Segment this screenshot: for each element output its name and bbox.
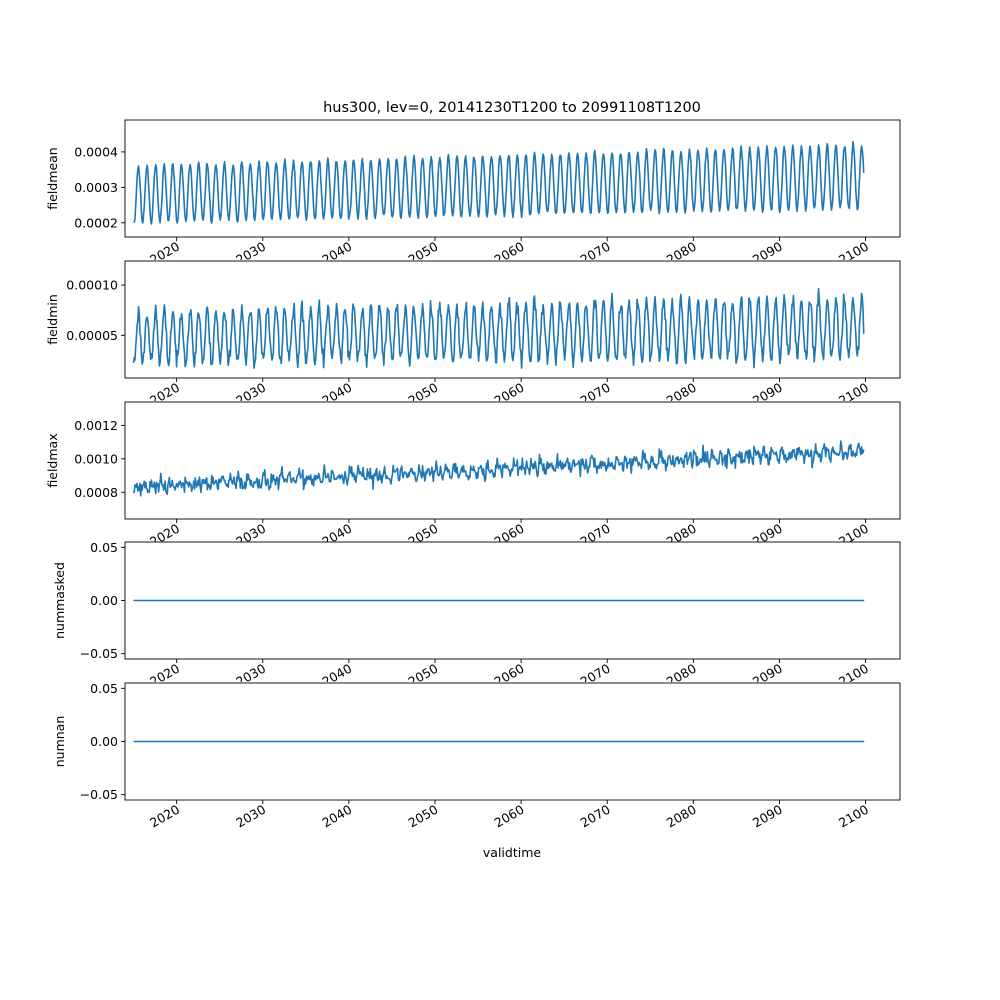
y-tick-label: 0.0012 (74, 418, 118, 433)
plot-frame (124, 119, 901, 238)
series-line-fieldmin (132, 287, 865, 369)
y-tick-label: 0.0010 (74, 451, 118, 466)
y-tick-label: 0.00005 (66, 328, 118, 343)
plot-frame (124, 401, 901, 520)
y-tick-label: −0.05 (80, 787, 118, 802)
y-tick-label: −0.05 (80, 646, 118, 661)
series-line-fieldmax (132, 440, 865, 497)
y-tick-label: 0.00010 (66, 278, 118, 293)
y-tick-label: 0.05 (90, 540, 118, 555)
y-tick-label: 0.0003 (74, 180, 118, 195)
x-axis-label: validtime (483, 845, 541, 860)
y-tick-label: 0.05 (90, 681, 118, 696)
y-tick-label: 0.00 (90, 593, 118, 608)
y-axis-label: numnan (52, 716, 67, 768)
figure-title: hus300, lev=0, 20141230T1200 to 20991108… (323, 100, 701, 116)
plot-frame (124, 260, 901, 379)
y-tick-label: 0.00 (90, 734, 118, 749)
y-axis-label: nummasked (52, 562, 67, 639)
y-axis-label: fieldmax (45, 433, 60, 487)
y-tick-label: 0.0002 (74, 215, 118, 230)
y-axis-label: fieldmin (45, 294, 60, 345)
series-line-fieldmean (133, 140, 865, 225)
y-axis-label: fieldmean (45, 147, 60, 209)
y-tick-label: 0.0004 (74, 144, 118, 159)
y-tick-label: 0.0008 (74, 485, 118, 500)
